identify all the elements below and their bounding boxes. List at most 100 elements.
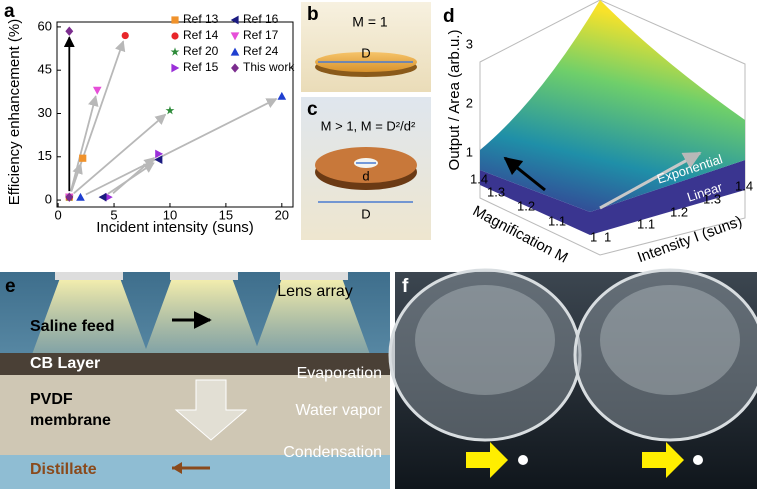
exp-surface bbox=[480, 0, 745, 212]
legend-label: Ref 15 bbox=[183, 60, 219, 74]
label: Evaporation bbox=[297, 365, 382, 382]
m-tick-label: 1.2 bbox=[517, 198, 535, 213]
label: Saline feed bbox=[30, 318, 114, 335]
arrow bbox=[85, 98, 278, 196]
i-tick-label: 1 bbox=[604, 229, 611, 244]
legend-marker bbox=[230, 32, 240, 41]
label: Condensation bbox=[283, 444, 382, 461]
legend-marker bbox=[171, 32, 179, 40]
y-tick-label: 45 bbox=[38, 62, 52, 77]
lens bbox=[55, 272, 123, 280]
panel-e: e Lens array Saline feed CB Layer Evapor… bbox=[0, 272, 390, 489]
z-axis-label: Output / Area (arb.u.) bbox=[446, 30, 463, 171]
arrowhead bbox=[172, 462, 182, 474]
pointer-arrow bbox=[466, 442, 508, 478]
label: membrane bbox=[30, 412, 111, 429]
label: PVDF bbox=[30, 391, 73, 408]
m-tick-label: 1.1 bbox=[548, 213, 566, 228]
legend-label: Ref 14 bbox=[183, 28, 219, 42]
focal-spot bbox=[693, 455, 703, 465]
point bbox=[79, 154, 87, 162]
box bbox=[479, 0, 746, 256]
arrow bbox=[503, 156, 546, 192]
arrow bbox=[107, 162, 155, 195]
legend-label: This work bbox=[243, 60, 295, 74]
lens bbox=[280, 272, 348, 280]
m-tick-label: 1.4 bbox=[470, 171, 488, 186]
legend-label: Ref 20 bbox=[183, 44, 219, 58]
label: Distillate bbox=[30, 461, 97, 478]
lens-inner bbox=[600, 285, 740, 395]
point bbox=[92, 86, 102, 95]
i-tick-label: 1.3 bbox=[703, 191, 721, 206]
y-axis-label: Efficiency enhancement (%) bbox=[6, 19, 23, 205]
formula: M = 1 bbox=[352, 14, 388, 30]
lens-inner bbox=[415, 285, 555, 395]
point bbox=[76, 192, 85, 201]
panel-c: c M > 1, M = D²/d² d D bbox=[301, 97, 431, 240]
panel-b: b M = 1 D bbox=[301, 2, 431, 92]
label: Lens array bbox=[277, 283, 353, 300]
m-tick-label: 1.3 bbox=[487, 184, 505, 199]
dim-label: D bbox=[361, 206, 370, 221]
point bbox=[98, 192, 107, 202]
legend-label: Ref 13 bbox=[183, 12, 219, 26]
point bbox=[277, 91, 287, 100]
cb-layer bbox=[0, 353, 390, 375]
legend-marker bbox=[230, 47, 240, 56]
i-tick-label: 1.2 bbox=[670, 204, 688, 219]
point bbox=[104, 192, 113, 202]
legend-marker bbox=[170, 47, 180, 56]
z-tick-label: 2 bbox=[466, 95, 473, 110]
point bbox=[165, 105, 175, 115]
label: Water vapor bbox=[295, 402, 382, 419]
i-tick-label: 1.1 bbox=[637, 216, 655, 231]
focal-spot bbox=[518, 455, 528, 465]
point bbox=[121, 31, 129, 40]
label: CB Layer bbox=[30, 355, 100, 372]
lens bbox=[573, 268, 757, 442]
legend-marker bbox=[231, 63, 239, 73]
linear-surface bbox=[480, 160, 745, 235]
panel-f: f bbox=[388, 268, 757, 489]
y-tick-label: 60 bbox=[38, 18, 52, 33]
vapor-arrow bbox=[174, 379, 248, 441]
legend-label: Ref 24 bbox=[243, 44, 279, 58]
distillate bbox=[0, 455, 390, 489]
point bbox=[154, 155, 163, 164]
pointer-arrow bbox=[642, 442, 684, 478]
legend-marker bbox=[171, 63, 180, 73]
lens bbox=[170, 272, 238, 280]
panel-label: c bbox=[307, 99, 318, 120]
z-tick-label: 1 bbox=[466, 144, 473, 159]
panel-label: d bbox=[443, 6, 455, 27]
x-tick-label: 15 bbox=[219, 207, 233, 222]
arrow bbox=[69, 95, 99, 192]
dim-label: D bbox=[361, 45, 370, 60]
x-tick-label: 20 bbox=[275, 207, 289, 222]
i-tick-label: 1.4 bbox=[735, 178, 753, 193]
legend-marker bbox=[171, 16, 179, 24]
arrow bbox=[70, 40, 126, 192]
panel-a: a Incident intensity (suns) Efficiency e… bbox=[4, 1, 295, 236]
panel-d: d Exponential Linear Output / Area (arb.… bbox=[443, 0, 753, 267]
arrow bbox=[599, 151, 702, 210]
y-tick-label: 15 bbox=[38, 148, 52, 163]
y-tick-label: 30 bbox=[38, 105, 52, 120]
point bbox=[65, 192, 74, 202]
point bbox=[65, 26, 74, 36]
legend-marker bbox=[230, 15, 239, 25]
x-tick-label: 10 bbox=[163, 207, 177, 222]
panel-label: b bbox=[307, 4, 319, 25]
x-tick-label: 0 bbox=[55, 207, 62, 222]
panel-label: e bbox=[5, 276, 16, 297]
arrow bbox=[73, 113, 167, 194]
x-tick-label: 5 bbox=[110, 207, 117, 222]
y-tick-label: 0 bbox=[45, 192, 52, 207]
legend-label: Ref 17 bbox=[243, 28, 279, 42]
panel-label: f bbox=[402, 276, 409, 297]
formula: M > 1, M = D²/d² bbox=[321, 118, 416, 133]
x-axis-label: Incident intensity (suns) bbox=[96, 219, 254, 236]
legend-label: Ref 16 bbox=[243, 12, 279, 26]
